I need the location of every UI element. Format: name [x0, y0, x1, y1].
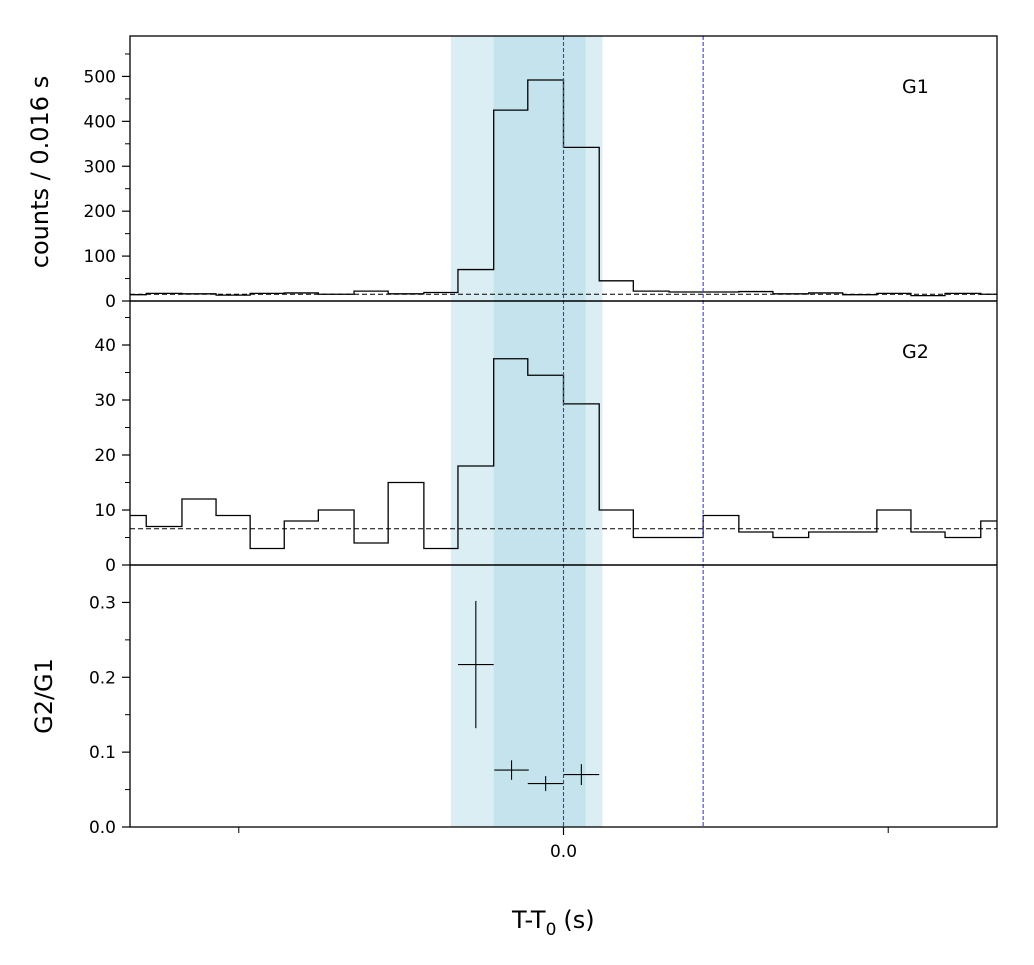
x-axis-title-unit: (s) [563, 906, 594, 934]
g2-histogram [130, 358, 997, 550]
y-tick-label: 0.2 [89, 668, 116, 688]
y-tick-label: 20 [94, 446, 116, 466]
y-tick-label: 0 [105, 292, 116, 312]
y-tick-label: 40 [94, 336, 116, 356]
y-tick-label: 100 [84, 247, 116, 267]
y-tick-label: 0 [105, 556, 116, 576]
x-axis: 0.0 [238, 827, 889, 862]
y-axis-title-counts: counts / 0.016 s [26, 76, 54, 268]
x-axis-title: T-T0 (s) [511, 906, 595, 940]
x-axis-title-subscript: 0 [546, 920, 557, 940]
y-tick-label: 200 [84, 202, 116, 222]
g2-y-axis: 0 10 20 30 40 [94, 317, 130, 576]
x-axis-title-main: T-T [511, 906, 546, 934]
panel-ratio: 0.0 0.1 0.2 0.3 [89, 593, 600, 838]
y-tick-label: 10 [94, 501, 116, 521]
panel-g2: 0 10 20 30 40 G2 [94, 317, 997, 576]
shaded-interval-1 [493, 36, 586, 827]
g2-panel-label: G2 [902, 341, 929, 363]
ratio-point [563, 764, 600, 786]
histogram-step-line [130, 358, 997, 550]
y-tick-label: 500 [84, 67, 116, 87]
ratio-y-axis: 0.0 0.1 0.2 0.3 [89, 593, 130, 838]
y-tick-label: 0.1 [89, 743, 116, 763]
ratio-points [457, 600, 600, 792]
x-tick-label: 0.0 [550, 842, 577, 862]
g1-y-axis: 0 100 200 300 400 500 [84, 53, 130, 312]
ratio-point [527, 776, 564, 792]
y-tick-label: 30 [94, 391, 116, 411]
y-axis-title-ratio: G2/G1 [30, 658, 58, 734]
ratio-point [494, 760, 529, 780]
y-tick-label: 400 [84, 112, 116, 132]
y-tick-label: 300 [84, 157, 116, 177]
shaded-time-intervals [450, 36, 603, 827]
ratio-point [457, 600, 494, 729]
y-tick-label: 0.0 [89, 818, 116, 838]
g1-panel-label: G1 [902, 76, 929, 98]
y-tick-label: 0.3 [89, 593, 116, 613]
